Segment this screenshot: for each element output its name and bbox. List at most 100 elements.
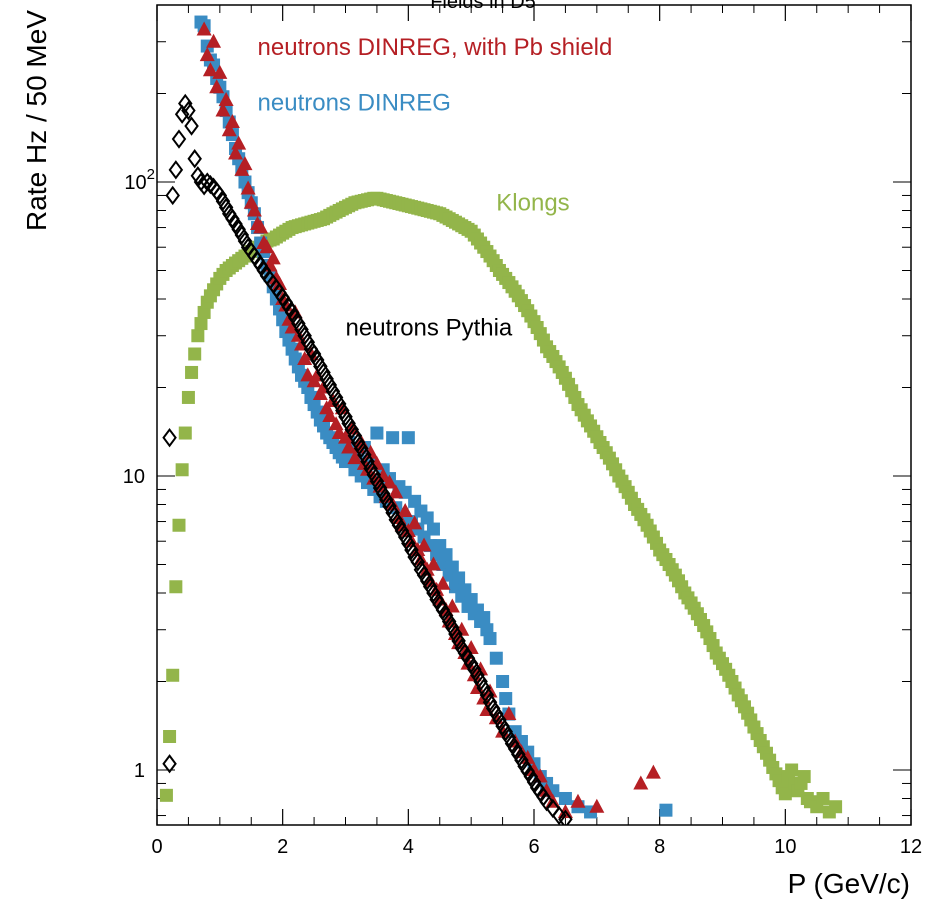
point-neutrons-pythia [313,356,328,377]
point-neutrons-dinreg [285,342,299,356]
point-neutrons-dinreg-with-pb-shield [633,775,649,790]
point-neutrons-pythia [473,671,488,692]
plot-frame [156,4,912,826]
point-klongs [778,787,792,801]
point-neutrons-pythia [357,445,372,465]
point-neutrons-pythia [350,432,366,453]
point-neutrons-pythia [375,484,391,504]
point-neutrons-pythia [410,552,426,572]
point-neutrons-pythia [309,350,325,370]
point-neutrons-dinreg-with-pb-shield [341,439,357,454]
annotations: neutrons DINREG, with Pb shield neutrons … [258,34,613,342]
point-neutrons-pythia [162,754,177,774]
point-neutrons-pythia [322,375,338,395]
point-neutrons-pythia [335,400,350,421]
point-neutrons-dinreg [426,522,440,536]
point-neutrons-dinreg [452,571,466,585]
series-label: neutrons DINREG, with Pb shield [258,34,613,61]
point-neutrons-pythia [325,381,341,402]
point-neutrons-pythia [165,185,180,206]
point-neutrons-pythia [297,326,312,346]
point-neutrons-pythia [470,665,485,685]
point-neutrons-pythia [338,407,353,427]
point-neutrons-pythia [482,692,498,712]
point-neutrons-dinreg [659,803,673,817]
point-neutrons-pythia [178,93,193,114]
point-neutrons-dinreg-with-pb-shield [416,537,432,552]
point-klongs [797,770,811,784]
series-label: neutrons Pythia [346,315,513,342]
point-neutrons-pythia [379,490,394,510]
point-neutrons-pythia [476,678,491,698]
point-neutrons-pythia [426,583,441,603]
point-neutrons-pythia [316,362,331,383]
point-neutrons-dinreg [386,431,400,445]
point-klongs [188,347,202,361]
axis-ticks: 0 2 4 6 8 10 12 1 10 102 [123,4,922,858]
point-neutrons-dinreg-with-pb-shield [338,429,353,444]
point-neutrons-pythia [451,631,466,651]
point-klongs [172,518,186,532]
point-neutrons-pythia [294,319,309,340]
point-neutrons-dinreg-with-pb-shield [381,474,397,489]
point-neutrons-dinreg-with-pb-shield [388,484,404,499]
point-neutrons-pythia [196,176,212,196]
point-klongs [194,317,208,331]
point-neutrons-dinreg-with-pb-shield [407,515,423,530]
point-neutrons-pythia [394,521,410,541]
point-klongs [829,800,843,814]
y-axis-title: Rate Hz / 50 MeV [21,10,52,231]
point-neutrons-pythia [397,527,413,547]
point-neutrons-pythia [445,617,460,638]
series-label: neutrons DINREG [258,90,451,117]
point-klongs [191,329,205,343]
point-neutrons-dinreg [558,791,572,805]
point-neutrons-pythia [501,727,517,748]
point-neutrons-pythia [328,387,344,408]
x-tick-label: 6 [528,836,539,858]
point-neutrons-pythia [360,451,375,472]
x-tick-label: 10 [774,836,796,858]
point-neutrons-pythia [168,160,184,180]
point-neutrons-pythia [190,166,206,186]
point-neutrons-pythia [347,426,363,446]
point-klongs [181,390,195,404]
point-klongs [816,791,830,805]
point-neutrons-dinreg-with-pb-shield [246,202,262,217]
point-neutrons-dinreg [477,611,491,625]
point-neutrons-dinreg [445,560,459,574]
y-tick-label: 10 [123,466,145,488]
point-neutrons-dinreg-with-pb-shield [237,156,253,171]
point-neutrons-dinreg-with-pb-shield [206,33,222,48]
point-neutrons-pythia [331,394,347,414]
y-tick-label: 1 [134,760,145,782]
point-neutrons-pythia [423,577,438,597]
point-neutrons-pythia [558,809,573,825]
point-neutrons-pythia [300,332,316,352]
data-marks [159,15,843,825]
point-neutrons-dinreg [464,593,478,607]
point-neutrons-pythia [234,225,250,245]
point-neutrons-pythia [187,149,202,169]
point-neutrons-pythia [181,100,196,121]
point-neutrons-pythia [237,231,253,251]
point-neutrons-dinreg [420,511,434,525]
point-neutrons-dinreg-with-pb-shield [209,79,225,94]
point-neutrons-dinreg-with-pb-shield [645,764,661,779]
series-label: Klongs [496,189,569,216]
point-klongs [159,788,173,802]
point-neutrons-dinreg-with-pb-shield [221,122,237,137]
point-neutrons-dinreg-with-pb-shield [215,102,231,117]
point-neutrons-dinreg-with-pb-shield [435,575,451,590]
point-neutrons-pythia [171,129,187,149]
chart-title: Fields in D5 [430,0,536,13]
point-neutrons-pythia [184,116,199,136]
point-neutrons-dinreg-with-pb-shield [259,239,275,254]
point-neutrons-pythia [363,458,378,479]
point-neutrons-pythia [162,428,177,448]
point-neutrons-dinreg-with-pb-shield [253,219,269,234]
point-neutrons-pythia [385,503,400,523]
point-neutrons-dinreg-with-pb-shield [218,92,234,107]
point-neutrons-pythia [366,465,382,485]
